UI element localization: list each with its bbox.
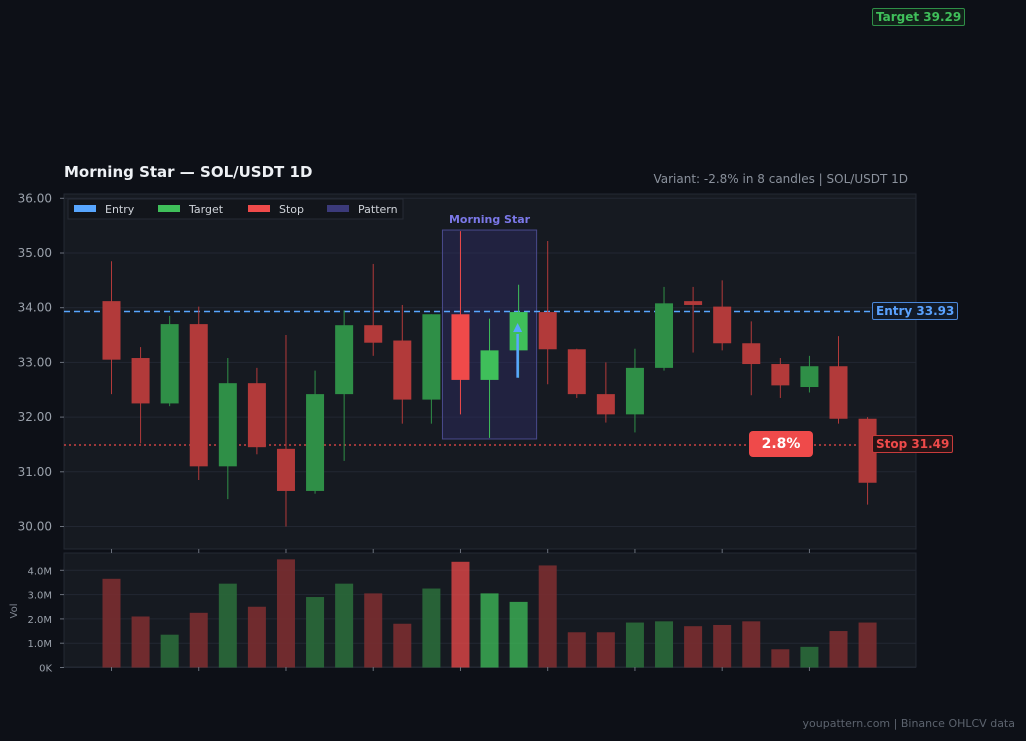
candle-body xyxy=(131,358,150,404)
legend-item-label: Entry xyxy=(105,203,135,216)
volume-bar xyxy=(625,622,644,668)
legend-swatch xyxy=(158,205,180,212)
volume-bar xyxy=(218,583,237,668)
legend-item-label: Target xyxy=(188,203,224,216)
price-tick-label: 36.00 xyxy=(18,191,52,205)
candle-body xyxy=(422,314,441,400)
volume-bar xyxy=(829,631,848,668)
volume-tick-label: 4.0M xyxy=(27,566,52,577)
volume-tick-label: 0K xyxy=(39,664,52,675)
volume-bar xyxy=(422,588,441,668)
price-tick-label: 33.00 xyxy=(18,355,52,369)
volume-bar xyxy=(306,597,325,668)
entry-arrow-icon xyxy=(513,323,523,378)
price-tick-label: 35.00 xyxy=(18,246,52,260)
candle-body xyxy=(742,343,761,365)
volume-bar xyxy=(509,601,528,668)
candle-body xyxy=(800,366,819,388)
volume-bar xyxy=(684,626,703,668)
volume-tick-label: 3.0M xyxy=(27,591,52,602)
volume-bar xyxy=(393,623,412,668)
entry-tag: Entry 33.93 xyxy=(872,302,959,320)
volume-tick-label: 1.0M xyxy=(27,639,52,650)
legend-swatch xyxy=(74,205,96,212)
move-percent-badge: 2.8% xyxy=(749,431,813,457)
candle-body xyxy=(858,418,877,483)
price-tick-label: 30.00 xyxy=(18,520,52,534)
volume-bar xyxy=(102,578,121,668)
candle-body xyxy=(189,324,208,467)
volume-bar xyxy=(480,593,499,668)
volume-bar xyxy=(335,583,354,668)
price-tick-label: 34.00 xyxy=(18,301,52,315)
x-axis-ticks xyxy=(111,549,810,671)
chart-subtitle: Variant: -2.8% in 8 candles | SOL/USDT 1… xyxy=(653,172,908,186)
volume-bar xyxy=(364,593,383,668)
candle-body xyxy=(655,303,674,368)
candle-body xyxy=(625,367,644,415)
candle-body xyxy=(393,340,412,400)
volume-bar xyxy=(858,622,877,668)
volume-bar xyxy=(160,634,179,668)
volume-bar xyxy=(567,632,586,668)
legend-swatch xyxy=(327,205,349,212)
candle-body xyxy=(684,301,703,305)
pattern-label: Morning Star xyxy=(449,213,531,226)
volume-bar xyxy=(800,646,819,668)
legend-item-label: Stop xyxy=(279,203,304,216)
legend-box xyxy=(67,198,404,220)
volume-bar xyxy=(131,616,150,668)
candle-body xyxy=(451,314,470,380)
candles xyxy=(102,231,877,527)
legend-swatch xyxy=(248,205,270,212)
volume-bar xyxy=(276,559,295,668)
volume-bar xyxy=(596,632,615,668)
price-tick-label: 31.00 xyxy=(18,465,52,479)
chart-title: Morning Star — SOL/USDT 1D xyxy=(64,163,313,181)
candle-body xyxy=(160,324,179,404)
volume-bar xyxy=(247,606,266,668)
price-tick-label: 32.00 xyxy=(18,410,52,424)
volume-bar xyxy=(742,621,761,668)
candle-body xyxy=(364,325,383,343)
volume-bar xyxy=(713,624,732,668)
legend-item-label: Pattern xyxy=(358,203,398,216)
candle-body xyxy=(771,364,790,386)
candle-body xyxy=(276,448,295,491)
stop-tag: Stop 31.49 xyxy=(872,435,954,453)
candle-body xyxy=(102,301,121,360)
volume-bar xyxy=(771,649,790,668)
volume-bars xyxy=(102,559,877,668)
candle-body xyxy=(247,383,266,448)
footer-credit: youpattern.com | Binance OHLCV data xyxy=(802,717,1015,730)
volume-tick-label: 2.0M xyxy=(27,615,52,626)
candle-body xyxy=(567,349,586,395)
candle-body xyxy=(306,394,325,491)
candle-body xyxy=(596,394,615,415)
candle-body xyxy=(538,312,557,350)
target-tag: Target 39.29 xyxy=(872,8,966,26)
volume-axis-label: Vol xyxy=(9,604,20,619)
candle-body xyxy=(829,366,848,419)
candle-body xyxy=(218,383,237,467)
candle-body xyxy=(713,306,732,344)
volume-bar xyxy=(189,612,208,668)
candle-body xyxy=(335,325,354,395)
volume-bar xyxy=(451,561,470,668)
legend: Entry Target Stop Pattern xyxy=(67,198,404,220)
candle-body xyxy=(480,350,499,380)
volume-bar xyxy=(655,621,674,668)
volume-bar xyxy=(538,565,557,668)
